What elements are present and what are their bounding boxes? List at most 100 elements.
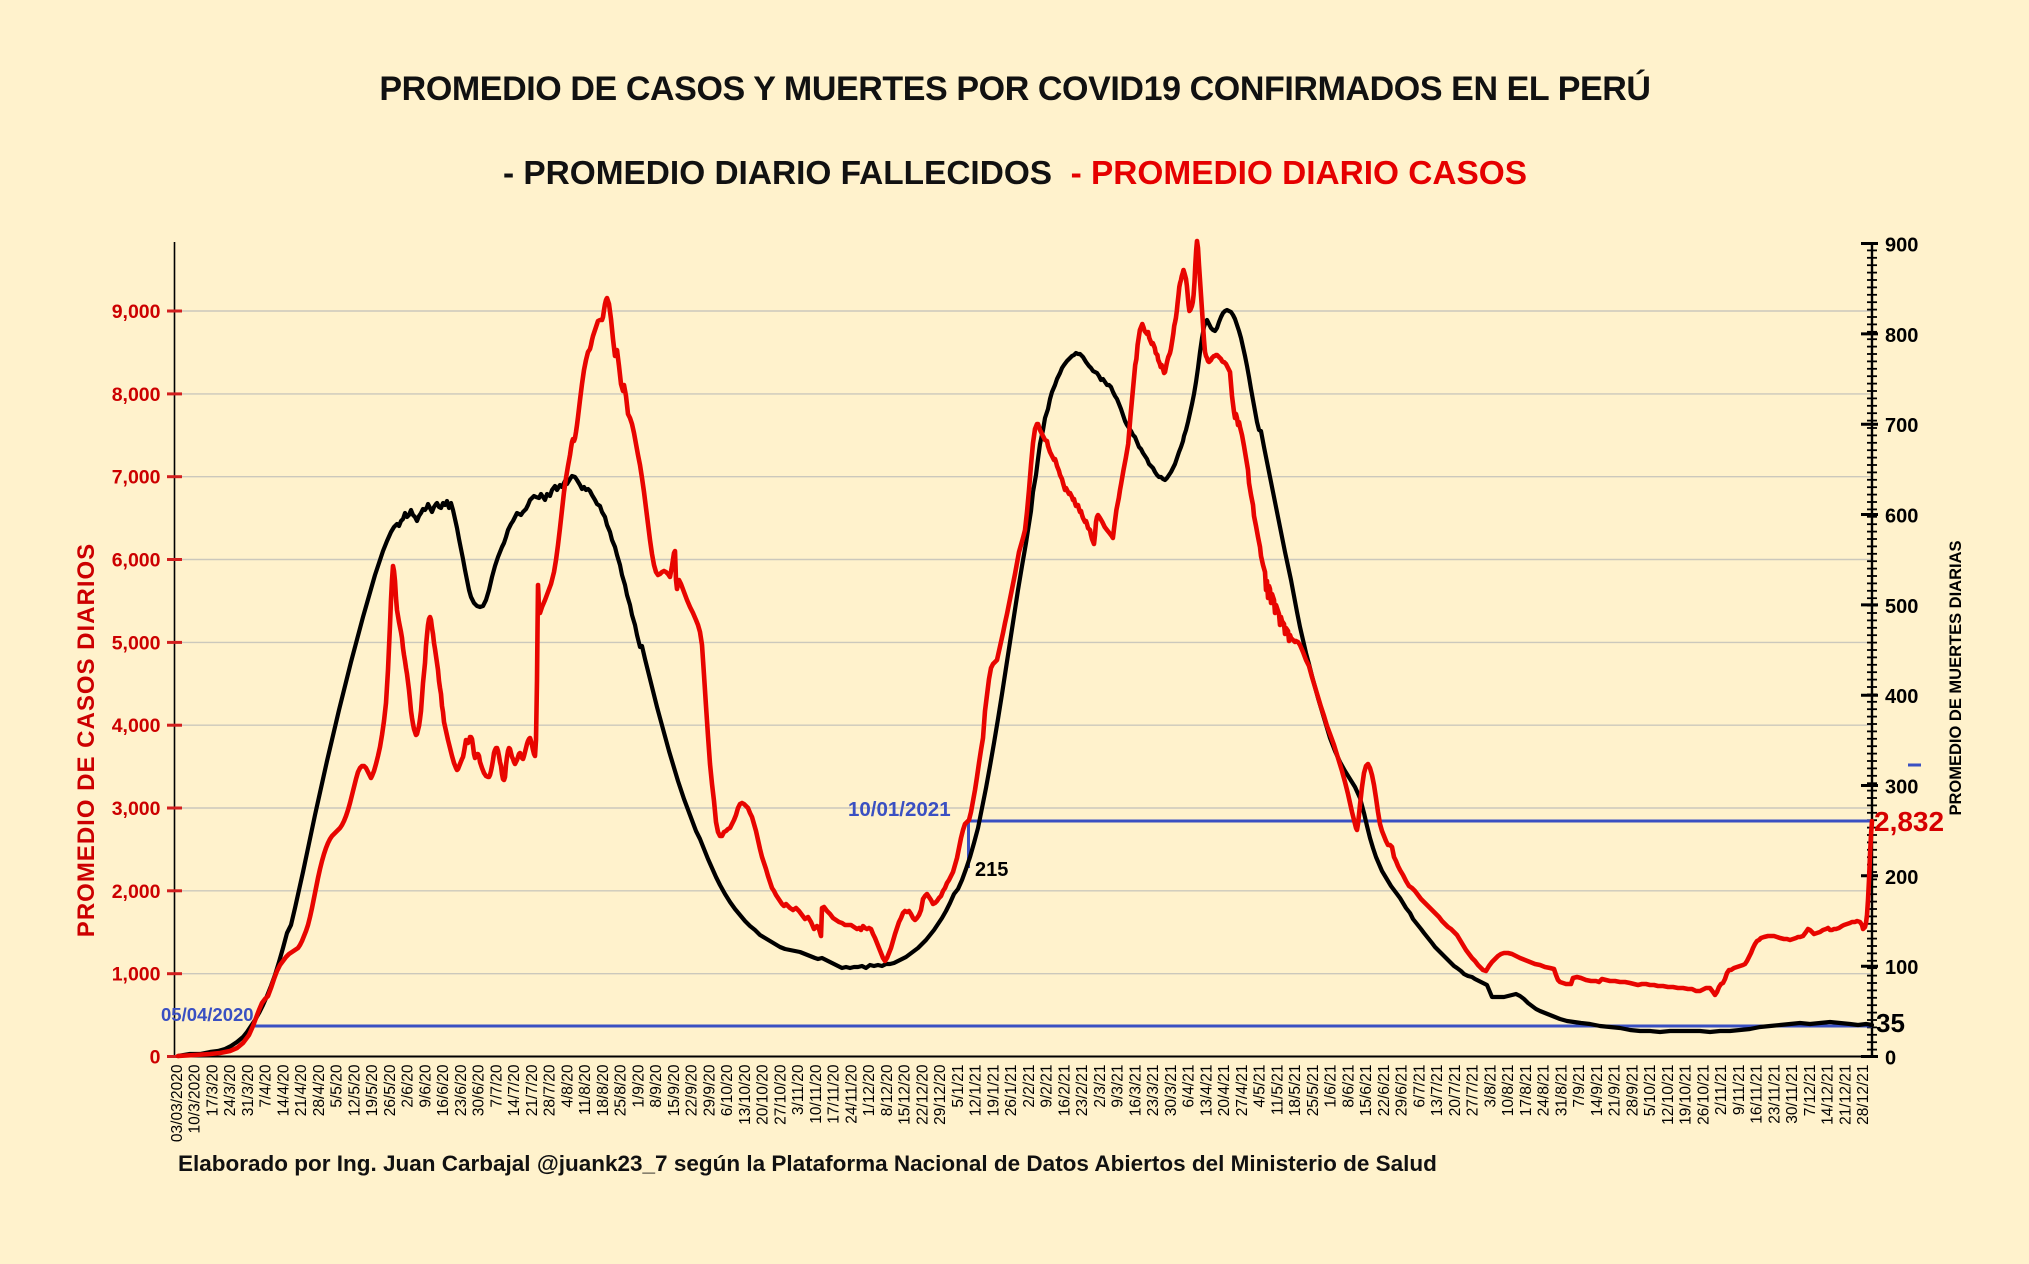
svg-text:14/7/20: 14/7/20: [506, 1064, 523, 1116]
svg-text:23/3/21: 23/3/21: [1145, 1065, 1162, 1117]
svg-text:8/9/20: 8/9/20: [648, 1064, 665, 1107]
svg-text:24/11/20: 24/11/20: [843, 1064, 860, 1124]
svg-text:2/3/21: 2/3/21: [1092, 1065, 1109, 1108]
svg-text:31/3/20: 31/3/20: [240, 1064, 257, 1116]
svg-text:13/7/21: 13/7/21: [1429, 1065, 1446, 1117]
svg-text:14/4/20: 14/4/20: [276, 1064, 293, 1116]
svg-text:30/3/21: 30/3/21: [1163, 1065, 1180, 1117]
svg-text:17/8/21: 17/8/21: [1518, 1065, 1535, 1117]
svg-text:9/11/21: 9/11/21: [1731, 1065, 1748, 1116]
svg-text:21/9/21: 21/9/21: [1607, 1065, 1624, 1117]
svg-text:13/4/21: 13/4/21: [1198, 1065, 1215, 1117]
svg-text:200: 200: [1885, 867, 1918, 889]
svg-text:18/8/20: 18/8/20: [595, 1064, 612, 1116]
svg-text:0: 0: [150, 1047, 161, 1069]
svg-text:22/9/20: 22/9/20: [684, 1064, 701, 1116]
svg-text:6,000: 6,000: [112, 550, 161, 572]
svg-text:1/9/20: 1/9/20: [630, 1064, 647, 1107]
svg-text:2/2/21: 2/2/21: [1021, 1065, 1038, 1108]
svg-text:28/4/20: 28/4/20: [311, 1064, 328, 1116]
svg-text:27/4/21: 27/4/21: [1234, 1065, 1251, 1117]
svg-text:16/6/20: 16/6/20: [435, 1064, 452, 1116]
svg-text:27/7/21: 27/7/21: [1465, 1065, 1482, 1117]
svg-text:19/10/21: 19/10/21: [1678, 1065, 1695, 1125]
svg-text:17/3/20: 17/3/20: [205, 1064, 222, 1116]
svg-text:1/6/21: 1/6/21: [1323, 1065, 1340, 1108]
svg-text:7/4/20: 7/4/20: [258, 1064, 275, 1107]
svg-text:05/04/2020: 05/04/2020: [161, 1004, 254, 1025]
svg-text:PROMEDIO DE CASOS DIARIOS: PROMEDIO DE CASOS DIARIOS: [73, 543, 100, 937]
svg-text:5/10/21: 5/10/21: [1642, 1065, 1659, 1117]
svg-text:24/3/20: 24/3/20: [222, 1064, 239, 1116]
svg-text:23/6/20: 23/6/20: [453, 1064, 470, 1116]
svg-text:8,000: 8,000: [112, 384, 161, 406]
svg-text:9/3/21: 9/3/21: [1110, 1065, 1127, 1108]
svg-text:700: 700: [1885, 415, 1918, 437]
svg-text:10/01/2021: 10/01/2021: [848, 798, 951, 821]
svg-text:21/12/21: 21/12/21: [1837, 1065, 1854, 1125]
svg-text:5/5/20: 5/5/20: [329, 1064, 346, 1107]
svg-text:2,000: 2,000: [112, 881, 161, 903]
svg-text:17/11/20: 17/11/20: [826, 1064, 843, 1124]
svg-text:21/4/20: 21/4/20: [293, 1064, 310, 1116]
svg-text:6/7/21: 6/7/21: [1411, 1065, 1428, 1108]
svg-text:20/10/20: 20/10/20: [755, 1064, 772, 1125]
svg-text:14/9/21: 14/9/21: [1589, 1065, 1606, 1117]
svg-text:28/9/21: 28/9/21: [1624, 1065, 1641, 1117]
svg-text:0: 0: [1885, 1048, 1896, 1070]
svg-text:19/5/20: 19/5/20: [364, 1064, 381, 1116]
svg-text:500: 500: [1885, 596, 1918, 618]
svg-text:9/2/21: 9/2/21: [1039, 1065, 1056, 1108]
svg-text:- PROMEDIO DIARIO FALLECIDOS: - PROMEDIO DIARIO FALLECIDOS - PROMEDIO …: [503, 155, 1527, 192]
svg-text:16/2/21: 16/2/21: [1056, 1065, 1073, 1117]
svg-text:16/11/21: 16/11/21: [1749, 1065, 1766, 1124]
svg-text:30/6/20: 30/6/20: [471, 1064, 488, 1116]
svg-text:28/7/20: 28/7/20: [542, 1064, 559, 1116]
svg-text:6/10/20: 6/10/20: [719, 1064, 736, 1116]
svg-text:6/4/21: 6/4/21: [1181, 1065, 1198, 1108]
svg-text:5/1/21: 5/1/21: [950, 1065, 967, 1108]
svg-text:300: 300: [1885, 777, 1918, 799]
svg-text:18/5/21: 18/5/21: [1287, 1065, 1304, 1117]
svg-text:24/8/21: 24/8/21: [1536, 1065, 1553, 1117]
svg-text:215: 215: [975, 859, 1008, 881]
svg-text:7,000: 7,000: [112, 467, 161, 489]
svg-text:16/3/21: 16/3/21: [1127, 1065, 1144, 1117]
svg-text:8/12/20: 8/12/20: [879, 1064, 896, 1116]
svg-text:29/6/21: 29/6/21: [1394, 1065, 1411, 1117]
svg-text:3/8/21: 3/8/21: [1482, 1065, 1499, 1108]
svg-text:4,000: 4,000: [112, 715, 161, 737]
svg-text:11/5/21: 11/5/21: [1269, 1065, 1286, 1116]
svg-text:3,000: 3,000: [112, 798, 161, 820]
svg-text:9,000: 9,000: [112, 301, 161, 323]
svg-text:600: 600: [1885, 506, 1918, 528]
svg-text:35: 35: [1876, 1008, 1905, 1038]
svg-text:PROMEDIO DE MUERTES DIARIAS: PROMEDIO DE MUERTES DIARIAS: [1947, 540, 1965, 815]
svg-text:10/3/2020: 10/3/2020: [187, 1064, 204, 1133]
svg-text:7/7/20: 7/7/20: [489, 1064, 506, 1107]
svg-text:2,832: 2,832: [1874, 806, 1944, 837]
svg-text:28/12/21: 28/12/21: [1855, 1065, 1872, 1125]
svg-text:22/12/20: 22/12/20: [914, 1064, 931, 1125]
svg-text:30/11/21: 30/11/21: [1784, 1065, 1801, 1124]
svg-text:1,000: 1,000: [112, 964, 161, 986]
svg-text:26/5/20: 26/5/20: [382, 1064, 399, 1116]
svg-text:3/11/20: 3/11/20: [790, 1064, 807, 1115]
svg-text:13/10/20: 13/10/20: [737, 1064, 754, 1125]
svg-text:5,000: 5,000: [112, 632, 161, 654]
svg-text:7/9/21: 7/9/21: [1571, 1065, 1588, 1108]
svg-text:4/5/21: 4/5/21: [1252, 1065, 1269, 1108]
svg-text:800: 800: [1885, 325, 1918, 347]
svg-text:4/8/20: 4/8/20: [559, 1064, 576, 1107]
svg-text:29/9/20: 29/9/20: [701, 1064, 718, 1116]
svg-text:15/9/20: 15/9/20: [666, 1064, 683, 1116]
svg-text:27/10/20: 27/10/20: [772, 1064, 789, 1125]
svg-text:10/8/21: 10/8/21: [1500, 1065, 1517, 1117]
svg-text:26/10/21: 26/10/21: [1695, 1065, 1712, 1125]
svg-text:03/03/2020: 03/03/2020: [169, 1064, 186, 1142]
svg-text:15/6/21: 15/6/21: [1358, 1065, 1375, 1117]
svg-text:Elaborado por Ing. Juan Carbaj: Elaborado por Ing. Juan Carbajal @juank2…: [178, 1151, 1437, 1176]
svg-text:22/6/21: 22/6/21: [1376, 1065, 1393, 1117]
svg-text:20/4/21: 20/4/21: [1216, 1065, 1233, 1117]
svg-text:15/12/20: 15/12/20: [897, 1064, 914, 1125]
